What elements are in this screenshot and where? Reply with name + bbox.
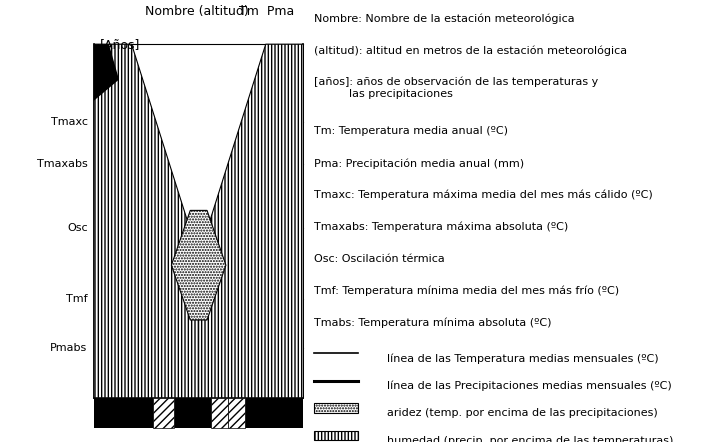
Text: [años]: años de observación de las temperaturas y
          las precipitaciones: [años]: años de observación de las tempe… xyxy=(314,77,598,99)
Bar xyxy=(211,398,228,428)
Text: humedad (precip. por encima de las temperaturas): humedad (precip. por encima de las tempe… xyxy=(387,436,673,442)
Text: aridez (temp. por encima de las precipitaciones): aridez (temp. por encima de las precipit… xyxy=(387,408,658,418)
Bar xyxy=(314,404,358,413)
Polygon shape xyxy=(94,44,198,398)
Text: Tmaxabs: Tmaxabs xyxy=(37,160,87,169)
Bar xyxy=(94,398,304,428)
Text: Nombre (altitud): Nombre (altitud) xyxy=(144,5,248,18)
Bar xyxy=(153,398,173,428)
Bar xyxy=(314,431,358,441)
Text: línea de las Precipitaciones medias mensuales (ºC): línea de las Precipitaciones medias mens… xyxy=(387,381,671,391)
Polygon shape xyxy=(171,210,226,320)
Text: Tmf: Temperatura mínima media del mes más frío (ºC): Tmf: Temperatura mínima media del mes má… xyxy=(314,286,619,296)
Text: Tmaxc: Temperatura máxima media del mes más cálido (ºC): Tmaxc: Temperatura máxima media del mes … xyxy=(314,190,653,200)
Polygon shape xyxy=(198,44,304,398)
Polygon shape xyxy=(94,44,119,101)
Text: Osc: Osc xyxy=(67,223,87,233)
Text: Tm  Pma: Tm Pma xyxy=(239,5,294,18)
Text: Tm: Temperatura media anual (ºC): Tm: Temperatura media anual (ºC) xyxy=(314,126,508,136)
Text: Pma: Precipitación media anual (mm): Pma: Precipitación media anual (mm) xyxy=(314,158,524,168)
Text: (altitud): altitud en metros de la estación meteorológica: (altitud): altitud en metros de la estac… xyxy=(314,45,627,56)
Text: [Años]: [Años] xyxy=(100,38,141,50)
Text: Osc: Oscilación térmica: Osc: Oscilación térmica xyxy=(314,254,444,263)
Text: Nombre: Nombre de la estación meteorológica: Nombre: Nombre de la estación meteorológ… xyxy=(314,13,574,24)
Text: Tmabs: Temperatura mínima absoluta (ºC): Tmabs: Temperatura mínima absoluta (ºC) xyxy=(314,317,551,328)
Text: Tmaxc: Tmaxc xyxy=(50,117,87,127)
Text: línea de las Temperatura medias mensuales (ºC): línea de las Temperatura medias mensuale… xyxy=(387,354,658,364)
Text: Tmf: Tmf xyxy=(66,294,87,304)
Bar xyxy=(228,398,245,428)
Text: Tmaxabs: Temperatura máxima absoluta (ºC): Tmaxabs: Temperatura máxima absoluta (ºC… xyxy=(314,222,568,232)
Text: Pmabs: Pmabs xyxy=(50,343,87,353)
